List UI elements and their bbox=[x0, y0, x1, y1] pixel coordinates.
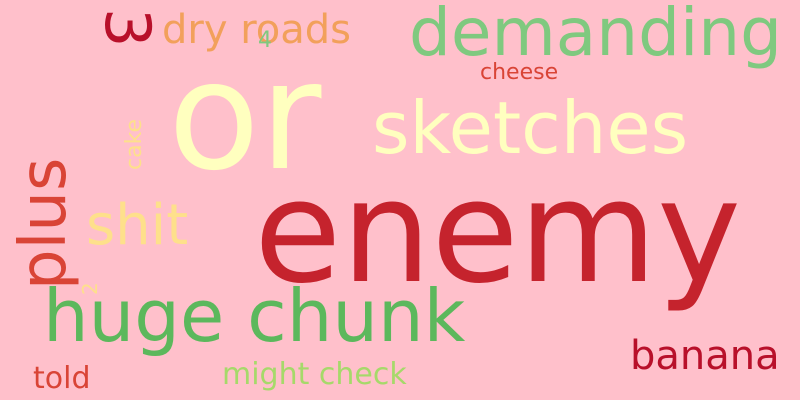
word-dry-roads: dry roads bbox=[162, 7, 352, 53]
word-4: 4 bbox=[258, 28, 272, 53]
word-demanding: demanding bbox=[409, 0, 783, 71]
word-sketches: sketches bbox=[372, 86, 689, 170]
word-3: 3 bbox=[91, 8, 164, 48]
word-cheese: cheese bbox=[480, 60, 559, 85]
word-told: told bbox=[33, 361, 91, 396]
word-cake: cake bbox=[122, 118, 147, 170]
word-huge-chunk: huge chunk bbox=[43, 274, 466, 358]
word-2: 2 bbox=[78, 282, 102, 295]
word-plus: plus bbox=[7, 157, 81, 290]
word-enemy: enemy bbox=[254, 150, 742, 315]
word-might-check: might check bbox=[222, 357, 407, 392]
word-banana: banana bbox=[630, 333, 780, 379]
word-or: or bbox=[168, 30, 322, 204]
word-shit: shit bbox=[86, 193, 189, 258]
